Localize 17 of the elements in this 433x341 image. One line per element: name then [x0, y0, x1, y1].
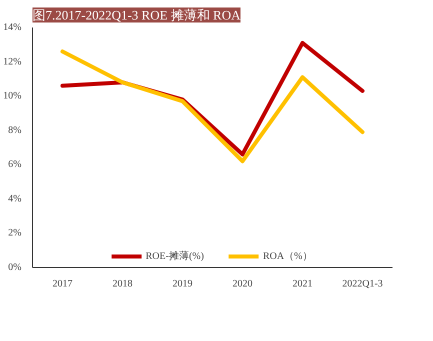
x-tick-label: 2017 — [52, 278, 72, 290]
x-tick-label: 2019 — [172, 278, 192, 290]
y-tick-label: 2% — [8, 228, 22, 239]
y-tick-label: 8% — [8, 124, 22, 136]
chart-title: 图7.2017-2022Q1-3 ROE 摊薄和 ROA — [32, 8, 242, 22]
x-tick-label: 2018 — [112, 278, 132, 290]
x-tick-label: 2020 — [232, 278, 252, 290]
legend-label: ROA（%） — [262, 250, 312, 263]
y-tick-label: 6% — [8, 159, 22, 170]
x-tick-label: 2021 — [292, 278, 312, 290]
x-tick-label: 2022Q1-3 — [342, 278, 383, 290]
y-tick-label: 10% — [3, 90, 22, 102]
y-tick-label: 4% — [8, 193, 22, 204]
y-tick-label: 12% — [3, 56, 22, 68]
y-tick-label: 0% — [8, 262, 22, 273]
y-tick-label: 14% — [3, 22, 22, 33]
legend-label: ROE-摊薄(%) — [146, 250, 204, 263]
